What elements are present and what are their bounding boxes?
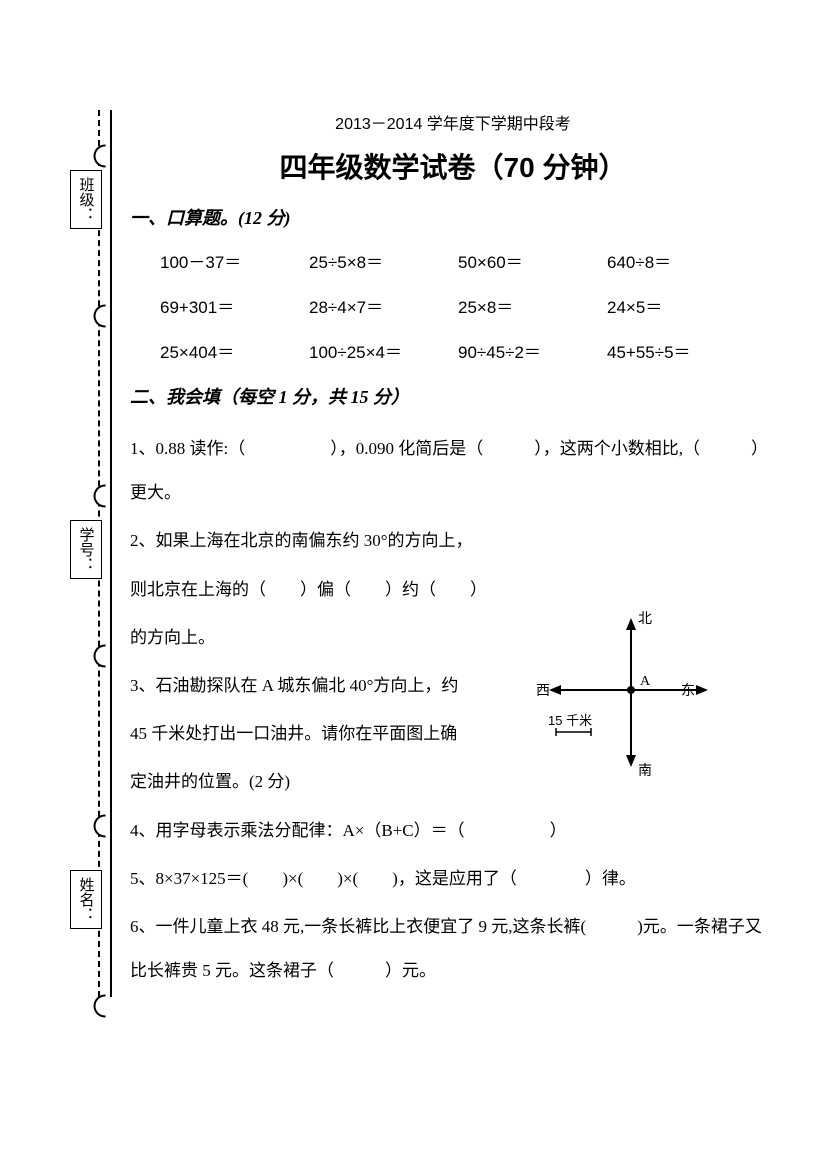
exam-title: 四年级数学试卷（70 分钟） <box>130 146 776 186</box>
exam-subtitle: 2013－2014 学年度下学期中段考 <box>130 110 776 134</box>
binding-notch <box>94 995 106 1018</box>
compass-scale: 15 千米 <box>548 710 592 729</box>
calc-row: 69+301＝ 28÷4×7＝ 25×8＝ 24×5＝ <box>130 293 776 318</box>
calc-item: 100÷25×4＝ <box>309 338 458 363</box>
calc-row: 25×404＝ 100÷25×4＝ 90÷45÷2＝ 45+55÷5＝ <box>130 338 776 363</box>
binding-notch <box>94 485 106 508</box>
section-2-header: 二、我会填（每空 1 分，共 15 分） <box>130 383 776 409</box>
content-area: 2013－2014 学年度下学期中段考 四年级数学试卷（70 分钟） 一、口算题… <box>130 110 776 993</box>
studentid-label: 学号： <box>76 527 97 572</box>
compass-point-a: A <box>640 674 650 690</box>
compass-south: 南 <box>638 760 652 780</box>
calc-item: 25÷5×8＝ <box>309 248 458 273</box>
binding-notch <box>94 145 106 168</box>
calc-item: 100－37＝ <box>160 248 309 273</box>
question-2-line-a: 2、如果上海在北京的南偏东约 30°的方向上， <box>130 519 776 563</box>
calc-item: 90÷45÷2＝ <box>458 338 607 363</box>
name-label: 姓名： <box>76 877 97 922</box>
question-5: 5、8×37×125＝( )×( )×( )，这是应用了（ ）律。 <box>130 857 776 901</box>
compass-north: 北 <box>638 608 652 628</box>
name-label-box: 姓名： <box>70 870 102 929</box>
section-1-header: 一、口算题。(12 分) <box>130 204 776 230</box>
studentid-label-box: 学号： <box>70 520 102 579</box>
class-label: 班级： <box>76 177 97 222</box>
calc-item: 640÷8＝ <box>607 248 756 273</box>
binding-notch <box>94 645 106 668</box>
question-2-line-b: 则北京在上海的（ ）偏（ ）约（ ） <box>130 568 776 612</box>
calc-row: 100－37＝ 25÷5×8＝ 50×60＝ 640÷8＝ <box>130 248 776 273</box>
compass-diagram: 北 南 西 东 A 15 千米 <box>526 610 716 780</box>
calc-item: 24×5＝ <box>607 293 756 318</box>
calc-item: 25×404＝ <box>160 338 309 363</box>
calc-item: 69+301＝ <box>160 293 309 318</box>
compass-east: 东 <box>681 680 695 700</box>
question-4: 4、用字母表示乘法分配律：A×（B+C）＝（ ） <box>130 809 776 853</box>
question-1: 1、0.88 读作:（ ），0.090 化简后是（ ），这两个小数相比,（ ）更… <box>130 427 776 515</box>
binding-notch <box>94 815 106 838</box>
calc-item: 25×8＝ <box>458 293 607 318</box>
class-label-box: 班级： <box>70 170 102 229</box>
binding-line-solid <box>110 110 112 997</box>
calc-item: 28÷4×7＝ <box>309 293 458 318</box>
exam-page: 班级： 学号： 姓名： 2013－2014 学年度下学期中段考 四年级数学试卷（… <box>0 0 826 1047</box>
binding-notch <box>94 305 106 328</box>
question-6: 6、一件儿童上衣 48 元,一条长裤比上衣便宜了 9 元,这条长裤( )元。一条… <box>130 905 776 993</box>
calc-item: 50×60＝ <box>458 248 607 273</box>
calc-item: 45+55÷5＝ <box>607 338 756 363</box>
compass-west: 西 <box>536 680 550 700</box>
